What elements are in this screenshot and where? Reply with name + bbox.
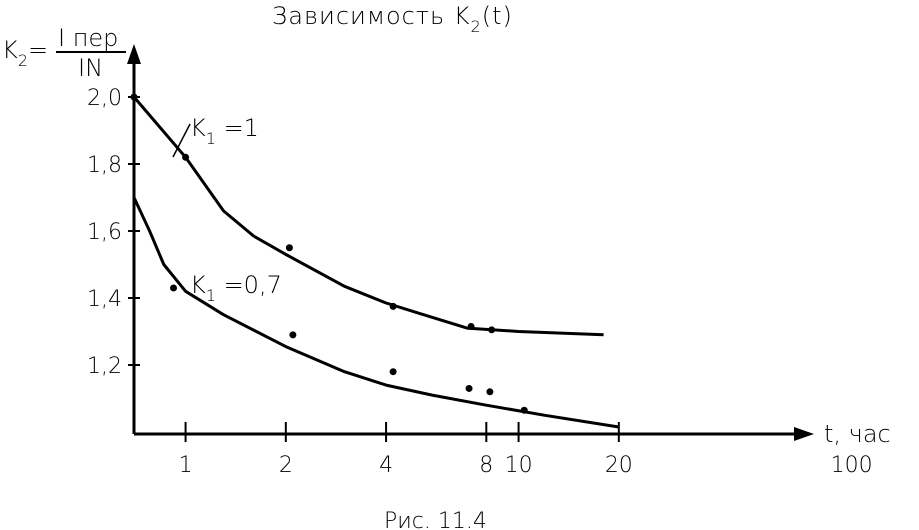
x-tick-label: 8 bbox=[479, 453, 493, 478]
x-tick-label: 100 bbox=[831, 453, 873, 478]
y-label-denominator: IN bbox=[78, 54, 103, 82]
data-point bbox=[520, 406, 528, 414]
data-point bbox=[389, 302, 397, 310]
data-point bbox=[285, 244, 293, 252]
svg-text:K2=: K2= bbox=[2, 36, 48, 70]
chart-title: Зависимость K2(t) bbox=[272, 2, 513, 36]
y-tick-label: 1,4 bbox=[87, 287, 122, 312]
y-axis-arrow bbox=[127, 44, 141, 64]
data-point bbox=[289, 331, 297, 339]
figure-caption: Рис. 11.4 bbox=[384, 509, 487, 530]
data-point bbox=[465, 384, 473, 392]
y-label-numerator: I пер bbox=[58, 24, 118, 52]
y-tick-label: 1,8 bbox=[87, 153, 122, 178]
data-point bbox=[488, 326, 496, 334]
data-point bbox=[389, 368, 397, 376]
svg-text:K1 =1: K1 =1 bbox=[190, 114, 259, 148]
x-axis-arrow bbox=[794, 427, 814, 441]
x-axis-label: t, час bbox=[824, 420, 891, 448]
y-axis-label: K2= I пер IN bbox=[2, 24, 126, 82]
x-tick-label: 20 bbox=[605, 453, 633, 478]
series-line-1 bbox=[132, 196, 620, 429]
x-tick-label: 10 bbox=[505, 453, 533, 478]
plot-area: 1,2 1,4 1,6 1,8 2,0 1 2 4 8 10 20 100 bbox=[87, 86, 873, 478]
x-tick-label: 4 bbox=[379, 453, 393, 478]
y-tick-label: 2,0 bbox=[87, 86, 122, 111]
data-point bbox=[170, 284, 178, 292]
series-label-k1-1: K1 =1 bbox=[172, 114, 259, 158]
svg-text:K1 =0,7: K1 =0,7 bbox=[190, 271, 282, 305]
data-point bbox=[486, 388, 494, 396]
data-point bbox=[467, 322, 475, 330]
series-line-0 bbox=[132, 96, 604, 337]
x-tick-label: 2 bbox=[279, 453, 293, 478]
y-tick-label: 1,2 bbox=[87, 354, 122, 379]
data-point bbox=[182, 153, 190, 161]
x-tick-label: 1 bbox=[179, 453, 193, 478]
series-label-k1-07: K1 =0,7 bbox=[190, 271, 282, 305]
y-tick-label: 1,6 bbox=[87, 220, 122, 245]
data-point bbox=[130, 93, 138, 101]
